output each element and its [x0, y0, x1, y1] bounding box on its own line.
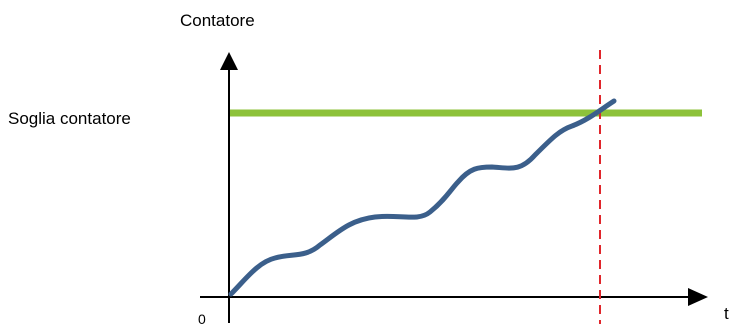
counter-curve	[228, 98, 617, 297]
x-axis-arrowhead	[688, 288, 708, 306]
threshold-label: Soglia contatore	[8, 109, 131, 128]
y-axis-arrowhead	[220, 52, 238, 70]
y-axis-label: Contatore	[180, 11, 255, 30]
x-axis-label: t	[724, 304, 729, 323]
origin-label: 0	[198, 311, 206, 327]
